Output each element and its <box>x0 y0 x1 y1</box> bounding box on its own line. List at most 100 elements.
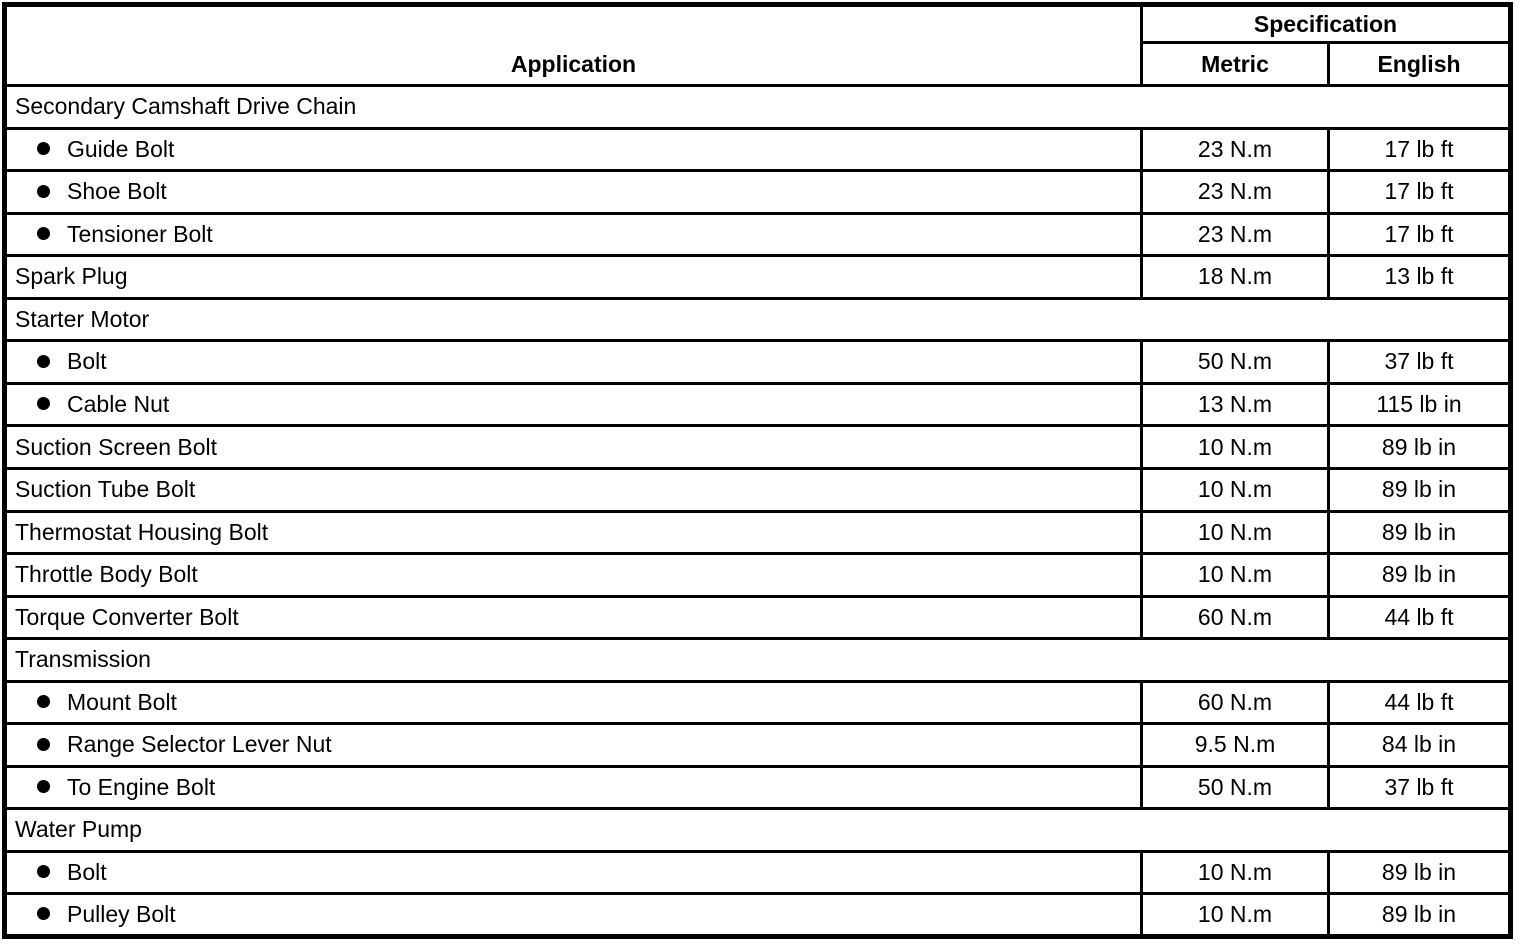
spec-row: Shoe Bolt 23 N.m 17 lb ft <box>3 169 1512 215</box>
metric-value-cell: 10 N.m <box>1140 424 1330 470</box>
spec-row: Bolt 10 N.m 89 lb in <box>3 849 1512 896</box>
application-cell: Cable Nut <box>3 381 1143 428</box>
application-cell: Bolt <box>3 849 1143 896</box>
application-label: Guide Bolt <box>67 135 175 162</box>
application-cell: Pulley Bolt <box>3 892 1143 938</box>
metric-value-cell: 50 N.m <box>1140 764 1330 811</box>
bullet-icon <box>37 907 50 921</box>
application-cell: Range Selector Lever Nut <box>3 722 1143 768</box>
application-label: Bolt <box>67 348 107 375</box>
application-cell: Shoe Bolt <box>3 169 1143 215</box>
spec-row: Mount Bolt 60 N.m 44 lb ft <box>3 679 1512 726</box>
application-label: Suction Screen Bolt <box>15 433 218 460</box>
spec-row: Spark Plug 18 N.m 13 lb ft <box>3 254 1512 300</box>
spec-row: Guide Bolt 23 N.m 17 lb ft <box>3 126 1512 173</box>
table-header-row-specification: Application Specification <box>3 2 1512 88</box>
application-cell: Spark Plug <box>3 254 1143 300</box>
application-cell: To Engine Bolt <box>3 764 1143 811</box>
metric-value-cell: 10 N.m <box>1140 892 1330 938</box>
english-value-cell: 84 lb in <box>1327 722 1512 768</box>
application-label: Torque Converter Bolt <box>15 603 239 630</box>
section-label: Secondary Camshaft Drive Chain <box>3 84 1512 130</box>
bullet-icon <box>37 142 50 156</box>
application-cell: Mount Bolt <box>3 679 1143 726</box>
application-label: Bolt <box>67 859 107 885</box>
section-row: Water Pump <box>3 807 1512 853</box>
spec-row: Pulley Bolt 10 N.m 89 lb in <box>3 892 1512 938</box>
spec-row: Cable Nut 13 N.m 115 lb in <box>3 381 1512 428</box>
application-column-header: Application <box>3 2 1143 88</box>
application-label: Cable Nut <box>67 390 170 417</box>
bullet-icon <box>37 354 50 368</box>
application-cell: Bolt <box>3 339 1143 385</box>
bullet-icon <box>37 780 50 794</box>
section-row: Starter Motor <box>3 296 1512 343</box>
english-value-cell: 89 lb in <box>1327 552 1512 598</box>
metric-value-cell: 9.5 N.m <box>1140 722 1330 768</box>
application-label: Thermostat Housing Bolt <box>15 518 269 545</box>
application-label: Pulley Bolt <box>67 901 176 928</box>
section-row: Transmission <box>3 637 1512 683</box>
english-value-cell: 37 lb ft <box>1327 764 1512 811</box>
english-value-cell: 37 lb ft <box>1327 339 1512 385</box>
section-label: Water Pump <box>3 807 1512 853</box>
section-label: Transmission <box>3 637 1512 683</box>
application-cell: Tensioner Bolt <box>3 211 1143 258</box>
bullet-icon <box>37 227 50 241</box>
application-label: Range Selector Lever Nut <box>67 731 332 758</box>
spec-row: Tensioner Bolt 23 N.m 17 lb ft <box>3 211 1512 258</box>
metric-column-header: Metric <box>1140 41 1330 88</box>
metric-value-cell: 23 N.m <box>1140 211 1330 258</box>
spec-row: Thermostat Housing Bolt 10 N.m 89 lb in <box>3 509 1512 556</box>
metric-value-cell: 60 N.m <box>1140 679 1330 726</box>
spec-row: Range Selector Lever Nut 9.5 N.m 84 lb i… <box>3 722 1512 768</box>
application-label: Throttle Body Bolt <box>15 561 198 588</box>
metric-value-cell: 10 N.m <box>1140 466 1330 513</box>
application-cell: Suction Screen Bolt <box>3 424 1143 470</box>
bullet-icon <box>37 865 50 879</box>
bullet-icon <box>37 737 50 751</box>
application-label: Spark Plug <box>15 263 128 290</box>
english-value-cell: 17 lb ft <box>1327 126 1512 173</box>
english-value-cell: 13 lb ft <box>1327 254 1512 300</box>
metric-value-cell: 10 N.m <box>1140 509 1330 556</box>
application-cell: Throttle Body Bolt <box>3 552 1143 598</box>
specification-column-group-header: Specification <box>1140 2 1512 45</box>
spec-row: Throttle Body Bolt 10 N.m 89 lb in <box>3 552 1512 598</box>
metric-value-cell: 10 N.m <box>1140 552 1330 598</box>
english-value-cell: 89 lb in <box>1327 509 1512 556</box>
application-label: Tensioner Bolt <box>67 220 213 247</box>
spec-row: Torque Converter Bolt 60 N.m 44 lb ft <box>3 594 1512 641</box>
metric-value-cell: 23 N.m <box>1140 169 1330 215</box>
english-value-cell: 89 lb in <box>1327 424 1512 470</box>
english-value-cell: 115 lb in <box>1327 381 1512 428</box>
spec-row: Bolt 50 N.m 37 lb ft <box>3 339 1512 385</box>
bullet-icon <box>37 695 50 709</box>
section-label: Starter Motor <box>3 296 1512 343</box>
application-label: To Engine Bolt <box>67 773 216 800</box>
metric-value-cell: 50 N.m <box>1140 339 1330 385</box>
metric-value-cell: 60 N.m <box>1140 594 1330 641</box>
spec-row: Suction Screen Bolt 10 N.m 89 lb in <box>3 424 1512 470</box>
metric-value-cell: 23 N.m <box>1140 126 1330 173</box>
application-label: Suction Tube Bolt <box>15 476 196 503</box>
application-cell: Guide Bolt <box>3 126 1143 173</box>
english-value-cell: 44 lb ft <box>1327 594 1512 641</box>
english-value-cell: 44 lb ft <box>1327 679 1512 726</box>
application-label: Shoe Bolt <box>67 178 167 205</box>
spec-row: Suction Tube Bolt 10 N.m 89 lb in <box>3 466 1512 513</box>
application-label: Mount Bolt <box>67 688 177 715</box>
english-value-cell: 89 lb in <box>1327 849 1512 896</box>
metric-value-cell: 10 N.m <box>1140 849 1330 896</box>
english-value-cell: 17 lb ft <box>1327 211 1512 258</box>
english-value-cell: 17 lb ft <box>1327 169 1512 215</box>
bullet-icon <box>37 184 50 198</box>
application-cell: Thermostat Housing Bolt <box>3 509 1143 556</box>
bullet-icon <box>37 397 50 411</box>
application-cell: Torque Converter Bolt <box>3 594 1143 641</box>
english-value-cell: 89 lb in <box>1327 892 1512 938</box>
section-row: Secondary Camshaft Drive Chain <box>3 84 1512 130</box>
application-cell: Suction Tube Bolt <box>3 466 1143 513</box>
